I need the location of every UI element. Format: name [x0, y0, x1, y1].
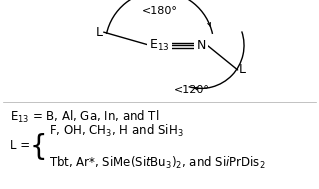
- Text: L: L: [239, 64, 246, 76]
- Text: F, OH, CH$_{3}$, H and SiH$_{3}$: F, OH, CH$_{3}$, H and SiH$_{3}$: [49, 123, 184, 139]
- Text: L: L: [95, 26, 102, 39]
- Text: $\{$: $\{$: [29, 131, 45, 162]
- Text: E$_{13}$ = B, Al, Ga, In, and Tl: E$_{13}$ = B, Al, Ga, In, and Tl: [10, 109, 159, 125]
- Text: E$_{13}$: E$_{13}$: [149, 38, 170, 53]
- Text: <180°: <180°: [142, 6, 177, 16]
- Text: <120°: <120°: [174, 85, 209, 95]
- Text: L =: L =: [10, 139, 30, 152]
- Text: Tbt, Ar*, SiMe(Si$t$Bu$_{3}$)$_{2}$, and Si$i$PrDis$_{2}$: Tbt, Ar*, SiMe(Si$t$Bu$_{3}$)$_{2}$, and…: [49, 154, 266, 171]
- Text: N: N: [196, 39, 206, 52]
